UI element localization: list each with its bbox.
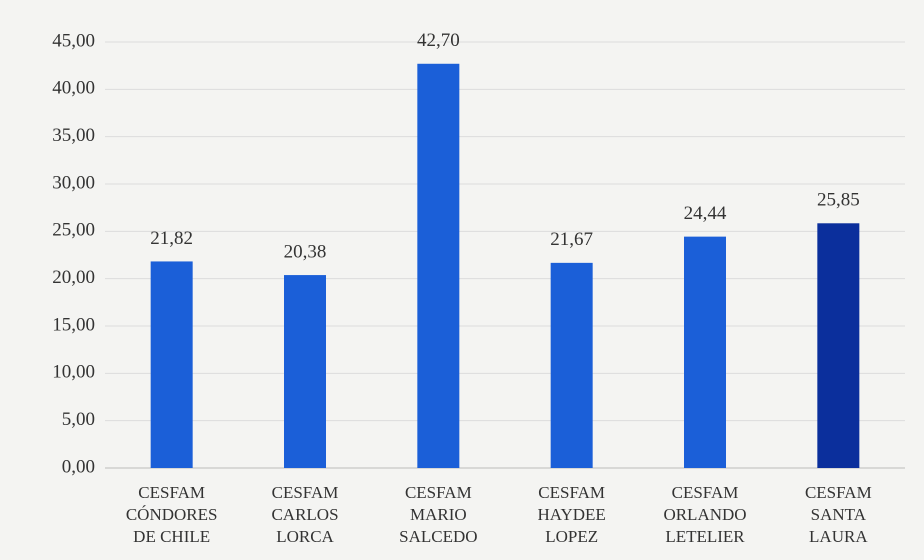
x-tick-label: CESFAM CARLOS LORCA (271, 483, 339, 546)
bar (417, 63, 460, 468)
bar (150, 261, 193, 468)
bar (284, 275, 326, 468)
y-tick-label: 20,00 (52, 267, 95, 288)
y-tick-label: 0,00 (62, 456, 95, 477)
y-tick-label: 5,00 (62, 409, 95, 430)
y-tick-label: 10,00 (52, 362, 95, 383)
value-label: 24,44 (684, 203, 727, 224)
y-tick-label: 15,00 (52, 314, 95, 335)
value-label: 21,67 (550, 229, 593, 250)
value-label: 25,85 (817, 190, 860, 211)
y-tick-label: 45,00 (52, 30, 95, 51)
bar (817, 223, 860, 468)
value-label: 21,82 (150, 228, 193, 249)
x-tick-label: CESFAM HAYDEE LOPEZ (537, 483, 606, 546)
y-tick-label: 30,00 (52, 172, 95, 193)
x-tick-label: CESFAM MARIO SALCEDO (399, 483, 478, 546)
y-tick-label: 25,00 (52, 220, 95, 241)
x-tick-label: CESFAM ORLANDO LETELIER (663, 483, 747, 546)
bar (684, 236, 726, 468)
x-tick-label: CESFAM CÓNDORES DE CHILE (125, 483, 218, 546)
y-tick-label: 35,00 (52, 125, 95, 146)
value-label: 20,38 (284, 241, 327, 262)
y-tick-label: 40,00 (52, 78, 95, 99)
bar (550, 262, 593, 468)
x-tick-label: CESFAM SANTA LAURA (804, 483, 872, 546)
value-label: 42,70 (417, 30, 460, 51)
